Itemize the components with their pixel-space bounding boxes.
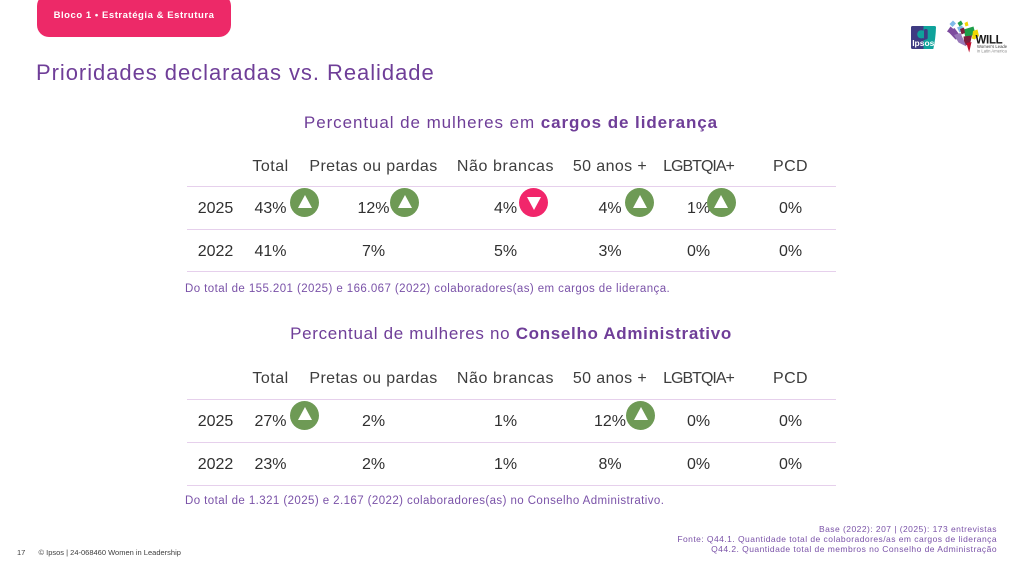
- svg-text:Ipsos: Ipsos: [912, 38, 934, 48]
- svg-text:in Latin America: in Latin America: [977, 48, 1007, 53]
- svg-text:Women's Leadership: Women's Leadership: [977, 44, 1007, 49]
- svg-text:WILL: WILL: [976, 35, 1003, 47]
